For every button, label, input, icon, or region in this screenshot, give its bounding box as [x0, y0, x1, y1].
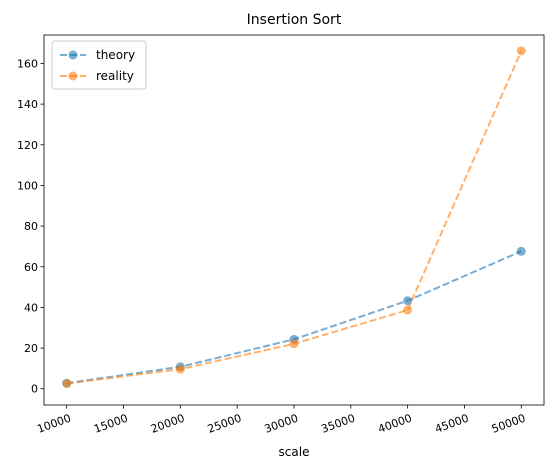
y-tick-label: 0 [31, 383, 38, 396]
x-tick-label: 20000 [149, 412, 186, 436]
chart-title: Insertion Sort [247, 12, 342, 28]
x-tick-label: 10000 [35, 412, 72, 436]
x-tick-label: 45000 [433, 412, 470, 436]
y-tick-label: 60 [24, 261, 38, 274]
legend-marker-theory [68, 50, 78, 60]
legend-label-theory: theory [96, 48, 135, 62]
data-point-reality [516, 46, 526, 56]
y-tick-label: 120 [17, 139, 38, 152]
data-point-reality [175, 364, 185, 374]
data-point-theory [516, 246, 526, 256]
x-tick-label: 15000 [92, 412, 129, 436]
plot-frame [43, 34, 545, 406]
x-tick-label: 35000 [320, 412, 357, 436]
legend: theory reality [51, 40, 147, 90]
y-tick-label: 80 [24, 220, 38, 233]
legend-marker-reality [68, 71, 78, 81]
x-axis: 10000 15000 20000 25000 30000 35000 40000 45000… [35, 405, 527, 436]
series-line-reality [66, 50, 523, 385]
data-point-reality [403, 305, 413, 315]
x-tick-label: 25000 [206, 412, 243, 436]
series-line-theory [66, 250, 522, 385]
y-tick-label: 40 [24, 301, 38, 314]
y-tick-label: 100 [17, 179, 38, 192]
data-point-reality [289, 339, 299, 349]
y-tick-label: 140 [17, 98, 38, 111]
x-tick-label: 30000 [263, 412, 300, 436]
y-tick-label: 160 [17, 57, 38, 70]
x-tick-label: 50000 [490, 412, 527, 436]
plot-area [43, 34, 545, 406]
data-point-reality [62, 378, 72, 388]
y-axis: 0 20 40 60 80 100 120 140 160 [17, 57, 44, 396]
y-tick-label: 20 [24, 342, 38, 355]
x-tick-label: 40000 [376, 412, 413, 436]
x-axis-label: scale [279, 445, 310, 459]
legend-label-reality: reality [96, 69, 134, 83]
